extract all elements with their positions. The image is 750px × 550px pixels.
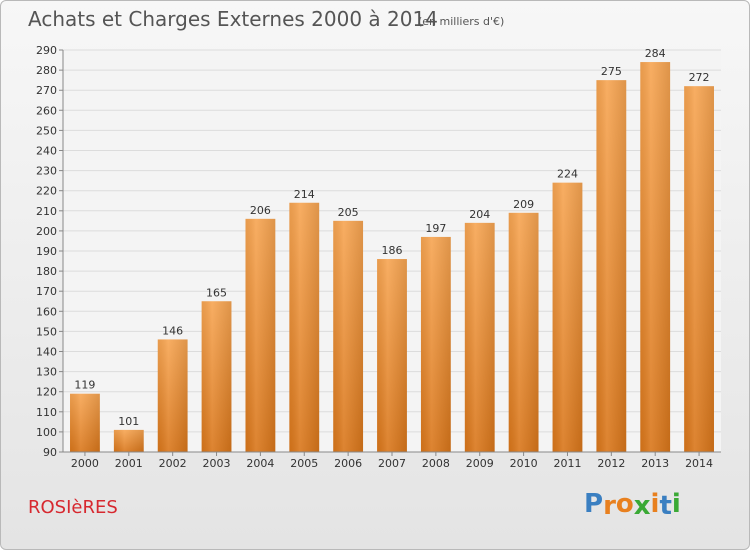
logo-letter: o [615,489,634,519]
x-tick-label-2005: 2005 [290,457,318,470]
bar-shade-2008 [420,236,451,452]
x-tick-label-2006: 2006 [334,457,362,470]
bar-shade-2004 [245,218,276,452]
chart-title: Achats et Charges Externes 2000 à 2014 [28,7,438,31]
y-tick-label: 110 [36,406,57,419]
y-tick-label: 290 [36,44,57,57]
bar-shade-2006 [333,220,364,452]
data-label-2004: 206 [250,204,271,217]
logo-letter: i [650,489,660,519]
data-label-2008: 197 [425,222,446,235]
bar-shade-2007 [377,259,407,452]
data-label-2005: 214 [294,188,315,201]
y-tick-label: 280 [36,64,57,77]
x-tick-label-2010: 2010 [510,457,538,470]
y-tick-label: 210 [36,205,57,218]
data-label-2000: 119 [74,379,95,392]
data-label-2006: 205 [338,206,359,219]
y-tick-label: 120 [36,386,57,399]
y-tick-label: 140 [36,346,57,359]
proxiti-logo: Proxiti [584,489,681,521]
y-tick-label: 90 [43,446,57,459]
bar-shade-2005 [289,202,320,452]
data-label-2011: 224 [557,168,578,181]
logo-letter: x [633,491,651,521]
y-tick-label: 100 [36,426,57,439]
bar-shade-2011 [552,182,583,452]
bar-shade-2013 [640,62,671,453]
x-tick-label-2011: 2011 [553,457,581,470]
bar-shade-2000 [70,393,100,452]
logo-letter: P [584,489,604,519]
data-label-2002: 146 [162,324,183,337]
y-tick-label: 150 [36,325,57,338]
logo-letter: i [671,489,681,519]
bar-shade-2014 [684,86,714,453]
bar-shade-2012 [596,80,627,453]
chart-subtitle: (en milliers d'€) [418,15,505,28]
data-label-2001: 101 [118,415,139,428]
logo-letter: r [603,491,616,521]
bar-shade-2010 [508,212,539,452]
y-tick-label: 270 [36,84,57,97]
x-tick-label-2004: 2004 [246,457,274,470]
x-tick-label-2009: 2009 [466,457,494,470]
data-label-2003: 165 [206,286,227,299]
x-tick-label-2000: 2000 [71,457,99,470]
commune-name: ROSIèRES [28,497,118,518]
x-tick-label-2001: 2001 [115,457,143,470]
x-tick-label-2002: 2002 [159,457,187,470]
data-label-2012: 275 [601,65,622,78]
y-tick-label: 250 [36,124,57,137]
bar-shade-2001 [113,429,144,452]
x-tick-label-2014: 2014 [685,457,713,470]
y-tick-label: 190 [36,245,57,258]
logo-letter: t [659,491,672,521]
x-tick-label-2008: 2008 [422,457,450,470]
bar-shade-2009 [464,222,495,452]
data-label-2009: 204 [469,208,490,221]
data-label-2014: 272 [689,71,710,84]
x-tick-label-2007: 2007 [378,457,406,470]
y-tick-label: 260 [36,104,57,117]
y-tick-label: 180 [36,265,57,278]
bar-shade-2002 [157,339,188,452]
data-label-2013: 284 [645,47,666,60]
data-label-2010: 209 [513,198,534,211]
y-tick-label: 230 [36,165,57,178]
y-tick-label: 200 [36,225,57,238]
y-tick-label: 240 [36,145,57,158]
y-tick-label: 160 [36,305,57,318]
y-tick-label: 170 [36,285,57,298]
y-tick-label: 130 [36,366,57,379]
x-tick-label-2012: 2012 [597,457,625,470]
bar-shade-2003 [201,301,232,452]
data-label-2007: 186 [382,244,403,257]
y-tick-label: 220 [36,185,57,198]
x-tick-label-2013: 2013 [641,457,669,470]
x-tick-label-2003: 2003 [203,457,231,470]
